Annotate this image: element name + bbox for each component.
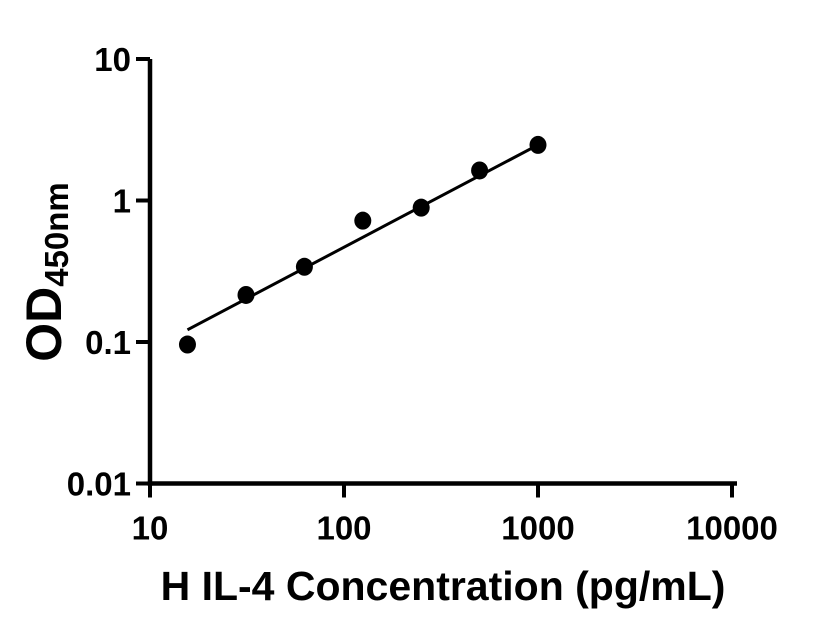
data-point-marker (178, 335, 196, 354)
x-tick-label: 10 (132, 510, 169, 547)
y-axis-title-subscript: 450nm (38, 182, 75, 287)
y-axis-title-main: OD (16, 286, 72, 362)
y-tick-label: 1 (113, 183, 131, 220)
y-tick-label: 10 (94, 41, 131, 78)
data-point-marker (471, 161, 489, 180)
x-tick-label: 10000 (686, 510, 778, 547)
x-tick-label: 1000 (501, 510, 574, 547)
data-point-marker (237, 285, 255, 304)
data-point-marker (295, 257, 313, 276)
data-point-marker (412, 198, 430, 217)
y-tick-label: 0.1 (85, 324, 131, 361)
y-axis-title: OD450nm (16, 182, 75, 362)
data-point-marker (529, 135, 547, 154)
data-point-marker (354, 211, 372, 230)
x-axis-title: H IL-4 Concentration (pg/mL) (160, 563, 726, 609)
y-tick-label: 0.01 (67, 466, 131, 503)
x-tick-label: 100 (316, 510, 371, 547)
